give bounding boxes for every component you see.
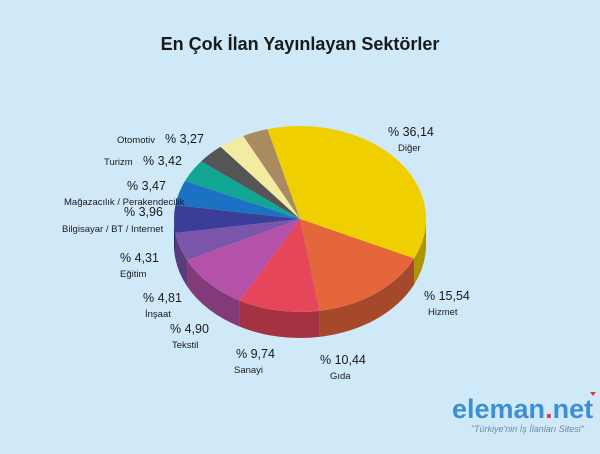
slice-sanayi: [187, 219, 300, 301]
slice-name-label-i-n-aat: İnşaat: [145, 309, 171, 320]
pie-depth-sides: [174, 219, 426, 338]
slice-turizm: [220, 135, 300, 219]
slice-labels: % 36,14 Diğer % 15,54 Hizmet % 10,44 Gıda % 9,…: [62, 125, 470, 382]
slice-name-label-bilgisayar-bt-internet: Bilgisayar / BT / Internet: [62, 224, 164, 235]
logo-accent-icon: [590, 392, 596, 396]
slice-side-hizmet: [319, 258, 415, 337]
slice-ma-azac-l-k-perakendecilik: [201, 146, 300, 219]
slice-value-label-sanayi: % 9,74: [236, 347, 275, 361]
logo-suffix-text: net: [553, 394, 594, 424]
slice-name-label-g-da: Gıda: [330, 371, 351, 382]
slice-value-label-otomotiv: % 3,27: [165, 132, 204, 146]
slice-value-label-e-itim: % 4,31: [120, 251, 159, 265]
slice-i-n-aat: [174, 205, 300, 234]
slice-name-label-turizm: Turizm: [104, 157, 133, 168]
logo-main-text: eleman: [452, 394, 545, 424]
eleman-net-logo: eleman.net "Türkiye'nin İş İlanları Site…: [452, 392, 596, 434]
slice-value-label-tekstil: % 4,90: [170, 322, 209, 336]
slice-value-label-turizm: % 3,42: [143, 154, 182, 168]
slice-side-g-da: [239, 300, 320, 338]
slice-side-i-n-aat: [174, 219, 176, 260]
slice-tekstil: [175, 219, 300, 261]
slice-value-label-hizmet: % 15,54: [424, 289, 470, 303]
slice-name-label-hizmet: Hizmet: [428, 307, 458, 318]
slice-name-label-ma-azac-l-k-perakendecilik: Mağazacılık / Perakendecilik: [64, 197, 185, 208]
logo-tagline: "Türkiye'nin İş İlanları Sitesi": [471, 424, 585, 434]
slice-side-di-er: [414, 219, 426, 285]
slice-name-label-di-er: Diğer: [398, 143, 421, 154]
slice-value-label-i-n-aat: % 4,81: [143, 291, 182, 305]
slice-bilgisayar-bt-internet: [185, 161, 300, 219]
slice-name-label-sanayi: Sanayi: [234, 365, 263, 376]
slice-name-label-e-itim: Eğitim: [120, 269, 146, 280]
slice-name-label-tekstil: Tekstil: [172, 340, 198, 351]
slice-side-sanayi: [187, 260, 240, 327]
pie-slices: [174, 126, 426, 312]
slice-otomotiv: [243, 129, 300, 219]
slice-g-da: [239, 219, 320, 312]
slice-di-er: [267, 126, 426, 259]
slice-value-label-di-er: % 36,14: [388, 125, 434, 139]
slice-e-itim: [175, 180, 300, 219]
slice-hizmet: [300, 219, 415, 311]
slice-value-label-bilgisayar-bt-internet: % 3,96: [124, 205, 163, 219]
slice-value-label-g-da: % 10,44: [320, 353, 366, 367]
slice-side-tekstil: [175, 233, 188, 287]
chart-title: En Çok İlan Yayınlayan Sektörler: [161, 34, 440, 54]
logo-wordmark: eleman.net: [452, 394, 593, 424]
slice-name-label-otomotiv: Otomotiv: [117, 135, 155, 146]
slice-value-label-ma-azac-l-k-perakendecilik: % 3,47: [127, 179, 166, 193]
logo-dot: .: [545, 394, 553, 424]
